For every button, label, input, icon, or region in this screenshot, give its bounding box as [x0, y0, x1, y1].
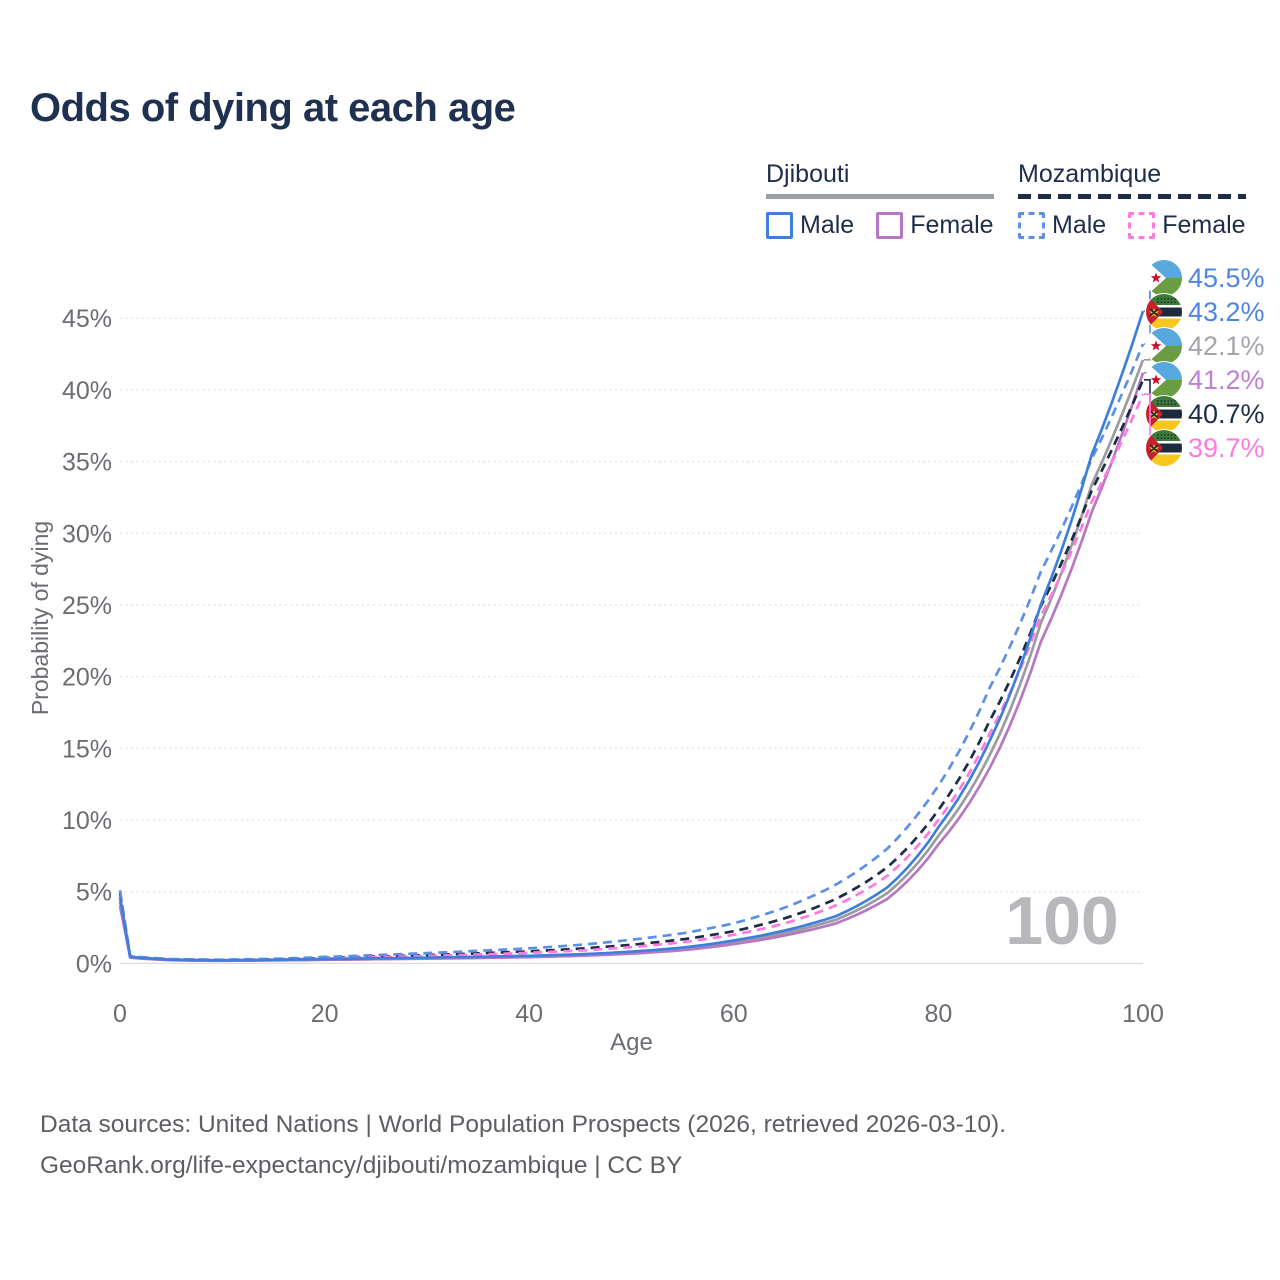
watermark-age: 100 [1005, 883, 1118, 959]
end-value-label-mozambique-all: 40.7% [1188, 399, 1265, 429]
djibouti-male-swatch-icon [766, 212, 793, 239]
legend-header-djibouti[interactable]: Djibouti [766, 160, 850, 188]
mozambique-dashed-line-swatch [1018, 194, 1246, 199]
series-line-djibouti-male[interactable] [118, 310, 1145, 962]
end-value-label-djibouti-all: 42.1% [1188, 331, 1265, 361]
legend-label: Female [910, 211, 994, 239]
mozambique-male-swatch-icon [1018, 212, 1045, 239]
legend-item-djibouti-male[interactable]: Male [766, 211, 854, 240]
x-axis-title: Age [610, 1029, 653, 1056]
djibouti-female-swatch-icon [876, 212, 904, 239]
legend-label: Male [1052, 211, 1107, 239]
legend-header-mozambique[interactable]: Mozambique [1018, 160, 1162, 188]
djibouti-solid-line-swatch [766, 194, 994, 199]
footer-data-sources: Data sources: United Nations | World Pop… [40, 1111, 1007, 1138]
star-icon [1150, 272, 1162, 283]
y-tick-label: 15% [62, 735, 112, 763]
y-tick-label: 20% [62, 664, 112, 692]
y-tick-label: 25% [62, 592, 112, 620]
series-line-mozambique-all[interactable] [118, 379, 1145, 962]
y-tick-label: 10% [62, 807, 112, 835]
end-value-label-mozambique-male: 43.2% [1188, 297, 1265, 327]
star-icon [1150, 374, 1162, 385]
djibouti-flag-icon [1145, 361, 1183, 399]
x-tick-label: 100 [1122, 1000, 1164, 1028]
chart-title: Odds of dying at each age [30, 86, 516, 130]
y-axis-title: Probability of dying [27, 521, 53, 715]
chart-footer: Data sources: United Nations | World Pop… [40, 1104, 1006, 1186]
djibouti-flag-icon [1145, 259, 1183, 297]
star-icon [1150, 340, 1162, 351]
series-line-mozambique-male[interactable] [118, 343, 1145, 962]
legend-group-mozambique: Mozambique Male Female [1018, 160, 1246, 240]
djibouti-flag-icon [1145, 327, 1183, 365]
x-tick-label: 80 [924, 1000, 952, 1028]
legend-row-djibouti: Male Female [766, 211, 994, 240]
y-tick-label: 0% [76, 950, 112, 978]
series-line-mozambique-female[interactable] [118, 393, 1145, 962]
mozambique-female-swatch-icon [1128, 212, 1156, 239]
legend-group-djibouti: Djibouti Male Female [766, 160, 994, 240]
legend-item-djibouti-female[interactable]: Female [876, 211, 994, 240]
legend-item-mozambique-female[interactable]: Female [1128, 211, 1246, 240]
legend-label: Male [800, 211, 855, 239]
x-tick-label: 40 [515, 1000, 543, 1028]
x-tick-label: 20 [311, 1000, 339, 1028]
y-tick-label: 45% [62, 305, 112, 333]
y-tick-label: 35% [62, 449, 112, 477]
end-value-label-djibouti-female: 41.2% [1188, 365, 1265, 395]
legend-label: Female [1162, 211, 1246, 239]
end-value-label-mozambique-female: 39.7% [1188, 433, 1265, 463]
y-tick-label: 40% [62, 377, 112, 405]
legend-row-mozambique: Male Female [1018, 211, 1246, 240]
x-tick-label: 0 [113, 1000, 127, 1028]
series-line-djibouti-all[interactable] [118, 359, 1145, 962]
x-tick-label: 60 [720, 1000, 748, 1028]
y-tick-label: 5% [76, 879, 112, 907]
footer-attribution: GeoRank.org/life-expectancy/djibouti/moz… [40, 1152, 683, 1179]
series-line-djibouti-female[interactable] [118, 372, 1145, 963]
end-value-label-djibouti-male: 45.5% [1188, 263, 1265, 293]
legend-item-mozambique-male[interactable]: Male [1018, 211, 1106, 240]
y-tick-label: 30% [62, 520, 112, 548]
